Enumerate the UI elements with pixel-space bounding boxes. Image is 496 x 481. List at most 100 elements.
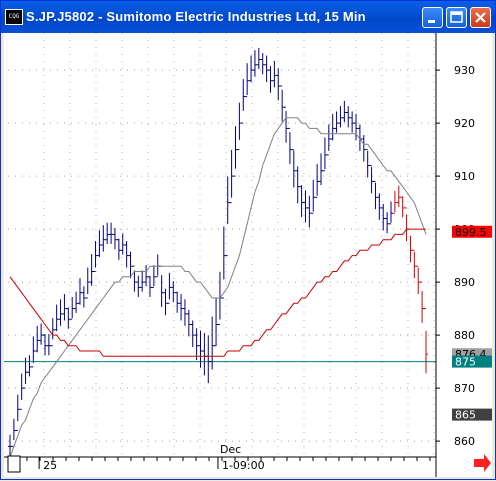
price-bar [225,176,230,257]
price-bar [62,294,67,321]
price-bar [89,254,94,286]
price-bar [97,230,102,257]
price-bar [109,222,114,244]
price-bar [42,334,47,356]
price-bar [408,228,413,263]
price-bar [268,66,273,93]
price-bar [15,394,20,431]
price-bar [330,113,335,141]
price-bar [221,226,226,299]
price-bar [31,336,36,368]
price-bar [338,106,343,128]
price-bar [50,318,55,347]
price-marker-label: 899.5 [455,226,487,239]
price-bar [155,254,160,278]
title-bar[interactable]: CQG S.JP.J5802 - Sumitomo Electric Indus… [1,1,495,33]
price-bar [252,50,257,77]
price-bar [81,286,86,308]
close-button[interactable] [470,7,491,28]
chart-area[interactable]: 860870880890900910920930 899.5876.487586… [4,33,492,477]
price-bar [385,212,390,234]
price-bar [295,166,300,204]
price-bar [128,251,133,279]
price-bar [245,63,250,98]
price-bar [299,185,304,217]
chart-app-icon[interactable]: CQG [5,9,23,25]
scroll-right-arrow-icon[interactable] [474,454,491,472]
price-bar [214,298,219,347]
y-tick-label: 910 [454,170,475,183]
price-marker-label: 875 [455,356,476,369]
price-bar [381,203,386,231]
price-bar [198,330,203,368]
price-bar [287,127,292,164]
price-bar [74,291,79,313]
scroll-handle[interactable] [7,455,21,473]
price-bar [171,281,176,303]
price-bar [19,373,24,410]
price-bar [136,275,141,297]
price-bar [346,106,351,128]
price-bar [319,153,324,186]
minimize-button[interactable] [422,7,443,28]
y-tick-label: 870 [454,382,475,395]
price-bar [35,325,40,353]
y-tick-label: 880 [454,329,475,342]
time-axis[interactable]: 25 Dec 1-09:00 [13,443,431,472]
price-bar [8,434,12,456]
price-bar [210,316,215,370]
price-bar [39,323,44,345]
price-bar [264,55,269,83]
maximize-button[interactable] [446,7,467,28]
price-bar [326,124,331,156]
price-bar [58,299,63,326]
price-bar [361,135,366,162]
moving-average-red [9,228,426,357]
price-bar [144,265,149,287]
price-bar [350,111,355,133]
price-bar [182,299,187,326]
y-tick-label: 920 [454,117,475,130]
price-bar [190,320,195,348]
x-label: 1-09:00 [222,459,265,472]
price-bar [186,309,191,337]
minimize-icon [428,20,435,23]
price-marker: 865 [452,408,492,422]
price-bar [334,111,339,133]
price-marker-box [452,408,492,421]
price-bar [66,307,71,329]
price-chart[interactable]: 860870880890900910920930 899.5876.487586… [4,33,492,477]
price-bar [400,196,405,218]
price-bar [420,281,425,323]
price-axis[interactable]: 860870880890900910920930 [436,64,475,448]
price-bar [124,241,129,268]
price-bar [167,272,172,304]
price-bar [206,335,211,384]
price-marker: 899.5 [452,225,492,239]
price-bar [412,249,417,279]
price-bar [202,332,207,376]
y-tick-label: 890 [454,276,475,289]
price-bar [276,68,281,101]
price-marker-box [452,355,492,368]
price-bar [354,113,359,141]
price-bar [194,328,199,361]
price-bar [377,193,382,220]
price-bar [416,265,421,295]
price-bar [46,334,51,356]
price-bar [85,267,90,299]
price-bar [179,294,184,321]
price-bar [159,265,164,308]
price-bar [424,308,428,374]
price-bar [140,270,145,292]
price-bars [8,47,428,456]
price-bar [120,233,125,255]
price-bar [93,241,98,272]
price-bar [151,265,156,288]
price-bar [256,47,261,70]
price-bar [260,53,265,75]
price-bar [27,355,32,377]
price-bar [229,149,234,204]
price-bar [369,165,374,194]
